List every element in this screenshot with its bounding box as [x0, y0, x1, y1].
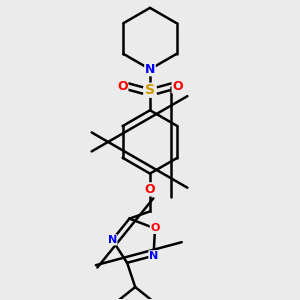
Text: O: O	[172, 80, 183, 93]
Text: N: N	[108, 235, 117, 245]
Text: O: O	[117, 80, 128, 93]
Text: S: S	[145, 83, 155, 97]
Text: O: O	[150, 224, 160, 233]
Text: O: O	[145, 183, 155, 196]
Text: N: N	[145, 63, 155, 76]
Text: N: N	[149, 251, 158, 261]
